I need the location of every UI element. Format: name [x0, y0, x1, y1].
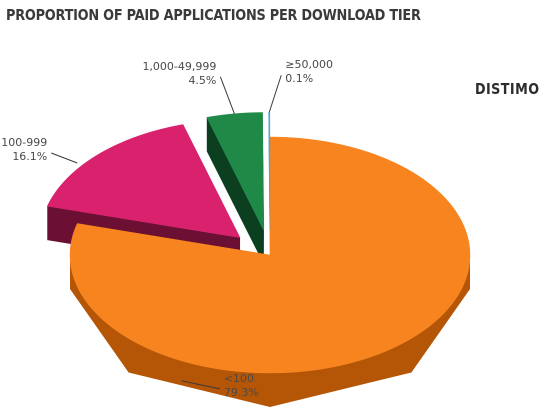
- pie-slices: [46, 111, 471, 407]
- slice-label-1-000-49-999: 1,000-49,999: [142, 60, 216, 73]
- slice-50-000: [268, 111, 271, 231]
- chart-title: PROPORTION OF PAID APPLICATIONS PER DOWN…: [6, 6, 421, 24]
- slice-label-100: <100: [224, 372, 254, 385]
- slice-value-100: 79.3%: [224, 386, 259, 399]
- brand-logo: DISTIMO: [475, 80, 540, 98]
- leader-line-50-000: [268, 75, 282, 113]
- slice-label-100-999: 100-999: [1, 136, 47, 149]
- slice-100-999: [46, 124, 241, 238]
- leader-line-1-000-49-999: [219, 76, 235, 114]
- leader-line-100: [181, 380, 220, 390]
- slice-label-50-000: ≥50,000: [285, 58, 333, 71]
- slice-value-100-999: 16.1%: [12, 150, 47, 163]
- slice-100: [69, 136, 471, 374]
- leader-line-100-999: [51, 152, 78, 164]
- slice-value-50-000: 0.1%: [285, 72, 313, 85]
- slice-value-1-000-49-999: 4.5%: [188, 74, 216, 87]
